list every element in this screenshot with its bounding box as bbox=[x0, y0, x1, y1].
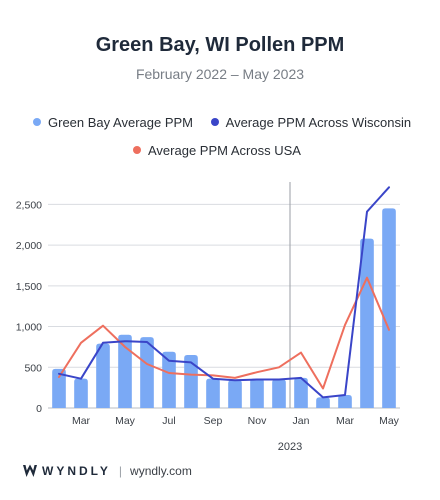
x-tick-label: May bbox=[379, 415, 400, 427]
chart-plot: 0 500 1,000 1,500 2,000 2,500 Mar May Jul Sep Nov J… bbox=[16, 182, 400, 453]
legend-label-green-bay: Green Bay Average PPM bbox=[48, 114, 194, 130]
wyndly-logo-icon bbox=[23, 464, 37, 477]
x-tick-label: Mar bbox=[72, 415, 91, 427]
bar bbox=[250, 378, 264, 408]
x-tick-label: Nov bbox=[248, 415, 267, 427]
footer-separator: | bbox=[118, 464, 123, 478]
y-tick-label: 0 bbox=[36, 403, 42, 415]
bar bbox=[74, 378, 88, 408]
y-tick-label: 500 bbox=[24, 362, 42, 374]
legend-swatch-state-line bbox=[210, 118, 219, 126]
footer: WYNDLY | wyndly.com bbox=[22, 462, 192, 480]
x-tick-label: Jul bbox=[162, 415, 175, 427]
bar bbox=[294, 377, 308, 408]
x-tick-label: Jan bbox=[293, 415, 310, 427]
usa-line bbox=[58, 276, 390, 390]
legend-item-usa: Average PPM Across USA bbox=[133, 143, 301, 158]
bar bbox=[272, 379, 286, 408]
bar bbox=[338, 394, 352, 408]
x-tick-label: May bbox=[115, 415, 136, 427]
legend-label-usa: Average PPM Across USA bbox=[148, 142, 301, 158]
bar bbox=[118, 334, 132, 408]
bar bbox=[184, 355, 198, 408]
bar bbox=[162, 351, 176, 408]
legend-swatch-usa-line bbox=[133, 146, 141, 154]
bar bbox=[360, 238, 374, 408]
bar bbox=[382, 208, 396, 408]
legend-row-1: Green Bay Average PPM Average PPM Across… bbox=[33, 114, 411, 130]
legend-swatch-bar bbox=[33, 118, 41, 126]
legend-row-2: Average PPM Across USA bbox=[133, 142, 301, 158]
chart-title: Green Bay, WI Pollen PPM bbox=[95, 34, 345, 56]
bar bbox=[140, 337, 154, 408]
y-tick-label: 1,500 bbox=[16, 281, 42, 293]
y-tick-label: 2,000 bbox=[16, 240, 42, 252]
bar bbox=[52, 368, 66, 408]
legend-item-green-bay: Green Bay Average PPM bbox=[33, 115, 193, 130]
legend-label-wisconsin: Average PPM Across Wisconsin bbox=[225, 114, 412, 130]
year-label: 2023 bbox=[278, 441, 302, 453]
bar bbox=[96, 343, 110, 408]
wisconsin-line bbox=[58, 186, 390, 399]
bar bbox=[316, 397, 330, 408]
chart-subtitle: February 2022 – May 2023 bbox=[135, 66, 305, 82]
x-tick-label: Sep bbox=[204, 415, 223, 427]
y-tick-label: 1,000 bbox=[16, 322, 42, 334]
footer-site[interactable]: wyndly.com bbox=[130, 464, 192, 478]
footer-brand: WYNDLY bbox=[42, 464, 111, 478]
legend-item-wisconsin: Average PPM Across Wisconsin bbox=[210, 114, 412, 130]
bar bbox=[206, 378, 220, 408]
bar bbox=[228, 380, 242, 408]
x-tick-label: Mar bbox=[336, 415, 355, 427]
y-tick-label: 2,500 bbox=[16, 199, 42, 211]
